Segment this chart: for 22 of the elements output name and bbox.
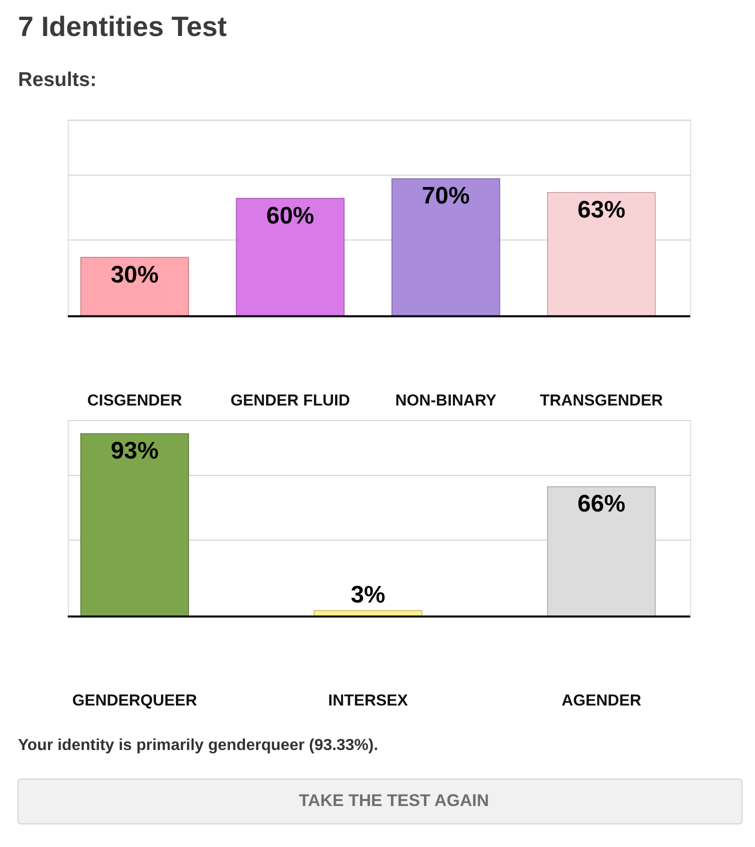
x-tick-label: TRANSGENDER xyxy=(540,392,664,410)
x-tick-label: INTERSEX xyxy=(328,692,408,710)
chart-title: 7 Identities Test xyxy=(18,11,227,42)
x-tick-label: GENDERQUEER xyxy=(72,692,198,710)
chart-subtitle: Results: xyxy=(18,68,97,91)
x-tick-label: AGENDER xyxy=(562,692,642,710)
x-tick-label: NON-BINARY xyxy=(395,392,497,410)
text: Your identity is primarily genderqueer (93.33%). xyxy=(18,737,378,754)
data-label: 60% xyxy=(266,202,314,230)
text: TAKE THE TEST AGAIN xyxy=(298,790,489,810)
data-label: 93% xyxy=(110,438,159,465)
data-label: 3% xyxy=(350,582,386,609)
x-tick-label: GENDER FLUID xyxy=(230,392,350,410)
data-label: 70% xyxy=(422,182,470,210)
x-tick-label: CISGENDER xyxy=(87,392,183,410)
data-label: 63% xyxy=(577,196,626,224)
data-label: 66% xyxy=(577,490,626,518)
bar xyxy=(547,192,656,317)
bar xyxy=(80,256,189,317)
bar xyxy=(236,198,345,317)
bar xyxy=(391,178,500,317)
data-label: 30% xyxy=(110,261,159,288)
